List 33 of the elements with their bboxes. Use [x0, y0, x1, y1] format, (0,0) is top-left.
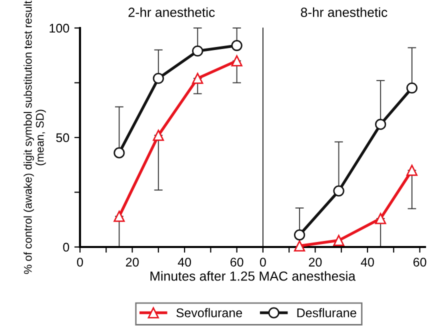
x-axis-title: Minutes after 1.25 MAC anesthesia	[150, 271, 356, 281]
point	[333, 185, 344, 196]
point	[192, 45, 204, 57]
y-tick-label: 100	[50, 24, 70, 33]
x-tick-label: 0	[260, 258, 266, 267]
point	[114, 147, 125, 158]
point	[406, 164, 418, 176]
x-tick-label: 60	[413, 258, 426, 267]
point	[406, 82, 418, 94]
y-tick-label: 50	[56, 133, 70, 142]
x-tick-label: 60	[230, 258, 244, 267]
legend-label: Sevoflurane	[176, 308, 242, 318]
x-tick-label: 0	[77, 258, 83, 267]
x-tick-label: 20	[126, 258, 139, 267]
y-axis-title: % of control (awake) digit symbol substitution test result (mean, SD)	[24, 0, 46, 274]
point	[114, 210, 125, 222]
x-tick-label: 40	[360, 258, 374, 267]
point	[152, 72, 164, 84]
point	[375, 212, 386, 224]
chart-title: 2-hr anesthetic	[128, 7, 215, 18]
point	[231, 40, 242, 52]
point	[333, 234, 344, 246]
point	[294, 240, 306, 252]
point	[192, 72, 204, 84]
x-tick-label: 20	[308, 258, 322, 267]
chart-title: 8-hr anesthetic	[300, 7, 388, 18]
x-tick-label: 40	[178, 258, 192, 267]
point	[152, 130, 164, 141]
point	[294, 229, 306, 241]
point	[231, 55, 242, 66]
point	[375, 118, 386, 130]
legend-label: Desflurane	[297, 308, 356, 318]
y-tick-label: 0	[63, 242, 70, 252]
